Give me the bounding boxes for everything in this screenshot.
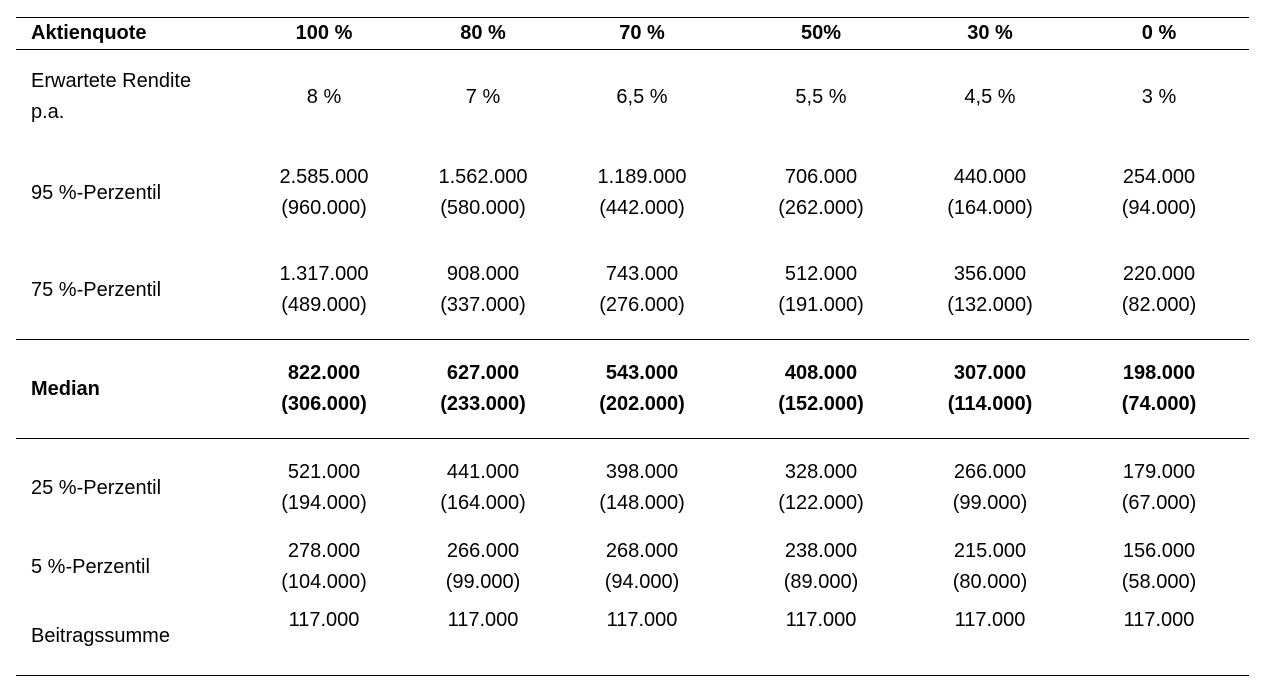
cell-value: 543.000 (202.000): [599, 362, 685, 415]
cell-value: 117.000: [785, 609, 857, 631]
cell-value: 7 %: [465, 86, 501, 108]
row-label: Beitragssumme: [31, 625, 170, 647]
cell-value: 3 %: [1141, 86, 1177, 108]
header-col-80: 80 %: [460, 22, 506, 44]
cell-value: 441.000 (164.000): [440, 461, 526, 514]
cell-value: 254.000 (94.000): [1121, 166, 1197, 219]
cell-value: 743.000 (276.000): [599, 263, 685, 316]
cell-value: 408.000 (152.000): [778, 362, 864, 415]
header-col-50: 50%: [800, 22, 842, 44]
cell-value: 627.000 (233.000): [440, 362, 526, 415]
bottom-rule: [16, 675, 1249, 676]
cell-value: 5,5 %: [795, 86, 847, 108]
top-rule: [16, 17, 1249, 18]
cell-value: 117.000: [954, 609, 1026, 631]
header-col-70: 70 %: [619, 22, 665, 44]
header-col-100: 100 %: [295, 22, 353, 44]
cell-value: 2.585.000 (960.000): [279, 166, 369, 219]
cell-value: 1.317.000 (489.000): [279, 263, 369, 316]
cell-value: 215.000 (80.000): [952, 540, 1028, 593]
cell-value: 307.000 (114.000): [947, 362, 1033, 415]
row-label: 95 %-Perzentil: [31, 182, 162, 204]
cell-value: 117.000: [447, 609, 519, 631]
cell-value: 117.000: [1123, 609, 1195, 631]
cell-value: 4,5 %: [964, 86, 1016, 108]
cell-value: 278.000 (104.000): [281, 540, 367, 593]
header-label: Aktienquote: [31, 22, 147, 44]
cell-value: 512.000 (191.000): [778, 263, 864, 316]
cell-value: 440.000 (164.000): [947, 166, 1033, 219]
cell-value: 179.000 (67.000): [1121, 461, 1197, 514]
cell-value: 220.000 (82.000): [1121, 263, 1197, 316]
cell-value: 266.000 (99.000): [445, 540, 521, 593]
cell-value: 328.000 (122.000): [778, 461, 864, 514]
cell-value: 8 %: [306, 86, 342, 108]
cell-value: 822.000 (306.000): [281, 362, 367, 415]
cell-value: 908.000 (337.000): [440, 263, 526, 316]
cell-value: 1.189.000 (442.000): [597, 166, 687, 219]
cell-value: 117.000: [288, 609, 360, 631]
cell-value: 6,5 %: [616, 86, 668, 108]
cell-value: 268.000 (94.000): [604, 540, 680, 593]
row-label: 5 %-Perzentil: [31, 556, 150, 578]
row-label: 25 %-Perzentil: [31, 477, 162, 499]
cell-value: 266.000 (99.000): [952, 461, 1028, 514]
cell-value: 156.000 (58.000): [1121, 540, 1197, 593]
cell-value: 706.000 (262.000): [778, 166, 864, 219]
cell-value: 117.000: [606, 609, 678, 631]
cell-value: 1.562.000 (580.000): [438, 166, 528, 219]
header-rule: [16, 49, 1249, 50]
cell-value: 521.000 (194.000): [281, 461, 367, 514]
cell-value: 238.000 (89.000): [783, 540, 859, 593]
row-label: Median: [31, 378, 100, 400]
row-label: 75 %-Perzentil: [31, 279, 162, 301]
median-bottom-rule: [16, 438, 1249, 439]
header-col-30: 30 %: [967, 22, 1013, 44]
cell-value: 198.000 (74.000): [1121, 362, 1197, 415]
cell-value: 356.000 (132.000): [947, 263, 1033, 316]
median-top-rule: [16, 339, 1249, 340]
row-label: Erwartete Rendite p.a.: [31, 70, 192, 123]
cell-value: 398.000 (148.000): [599, 461, 685, 514]
header-col-0: 0 %: [1141, 22, 1177, 44]
